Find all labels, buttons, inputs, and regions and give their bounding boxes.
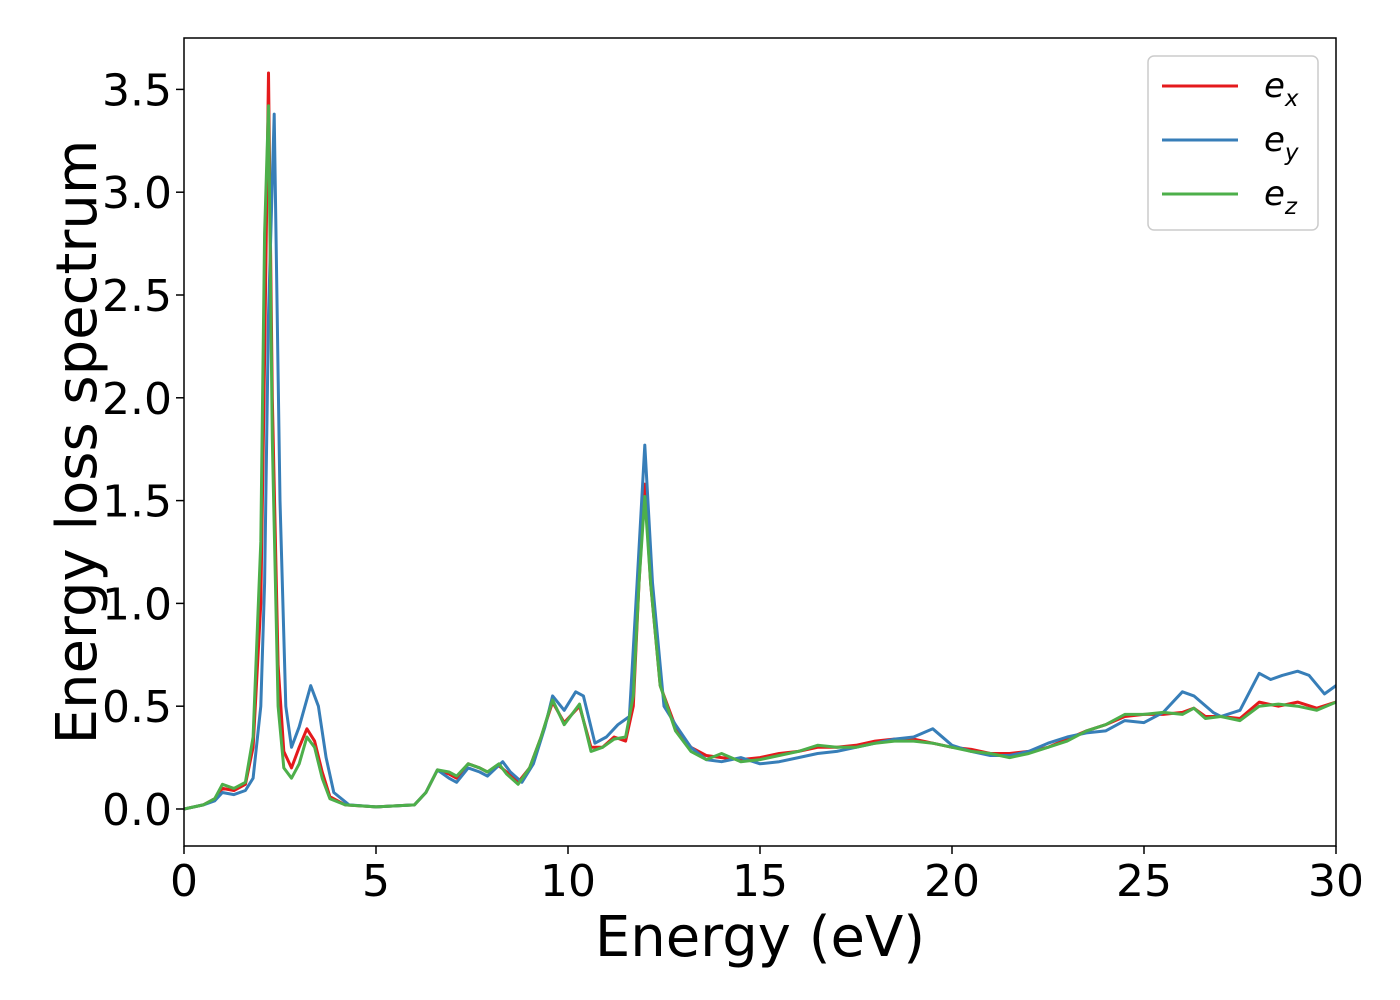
x-tick-label: 0	[170, 856, 198, 907]
legend-box	[1147, 55, 1319, 231]
y-tick-label: 3.5	[102, 65, 172, 116]
y-tick-label: 3.0	[102, 168, 172, 219]
legend-label: ex	[1264, 66, 1299, 112]
y-tick-label: 0.5	[102, 682, 172, 733]
x-axis-ticks: 0 5 10 15 20 25 30	[170, 846, 1364, 907]
y-tick-label: 2.0	[102, 374, 172, 425]
series-line-e-z	[184, 104, 1336, 811]
x-tick-label: 30	[1308, 856, 1364, 907]
y-tick-label: 2.5	[102, 271, 172, 322]
y-tick-label: 0.0	[102, 785, 172, 836]
legend-label: ey	[1264, 120, 1299, 166]
y-tick-label: 1.0	[102, 579, 172, 630]
series-line-e-y	[184, 112, 1336, 811]
plot-area	[184, 71, 1336, 811]
x-tick-label: 20	[924, 856, 980, 907]
x-tick-label: 25	[1116, 856, 1172, 907]
x-tick-label: 15	[732, 856, 788, 907]
x-tick-label: 5	[362, 856, 390, 907]
x-axis-title: Energy (eV)	[595, 905, 925, 970]
y-tick-label: 1.5	[102, 477, 172, 528]
x-tick-label: 10	[540, 856, 596, 907]
legend-label: ez	[1264, 174, 1298, 220]
legend: ex ey ez	[1147, 55, 1319, 231]
y-axis-ticks: 0.0 0.5 1.0 1.5 2.0 2.5 3.0 3.5	[102, 65, 184, 836]
y-axis-title: Energy loss spectrum	[45, 140, 110, 745]
